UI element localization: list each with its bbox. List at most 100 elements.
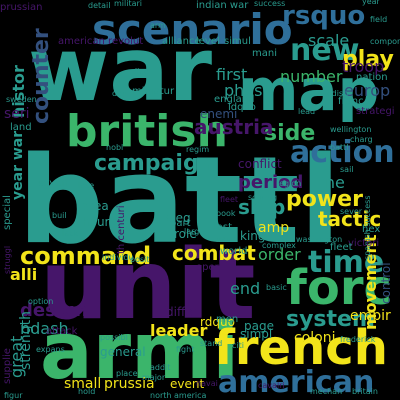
word-ndash: ndash xyxy=(20,319,69,338)
word-scenario: scenario xyxy=(92,5,293,54)
word-complex: complex xyxy=(262,241,296,250)
word-coloni: coloni xyxy=(294,330,335,346)
word-sieg: sieg xyxy=(166,211,191,225)
word-europ: europ xyxy=(344,81,390,100)
word-book: book xyxy=(216,209,236,218)
word-attack: attack xyxy=(46,326,78,337)
word-sweden: sweden xyxy=(6,95,37,104)
word-simul: simul xyxy=(224,36,251,47)
word-prussia: prussia xyxy=(104,376,155,392)
word-rdquo: rdquo xyxy=(200,315,235,329)
word-charg: charg xyxy=(350,135,373,144)
word-system: system xyxy=(286,307,375,332)
word-differ: differ xyxy=(166,305,198,319)
word-stand: stand xyxy=(200,339,222,348)
word-larg: larg xyxy=(184,227,199,236)
word-period: period xyxy=(238,172,303,193)
word-american: american xyxy=(218,365,374,400)
word-simpl: simpl xyxy=(240,327,272,341)
word-nation: nation xyxy=(356,72,388,83)
word-lack: lack xyxy=(62,229,79,238)
word-place: place xyxy=(116,369,138,378)
word-war: war xyxy=(28,18,213,121)
word-lose: lose xyxy=(78,181,94,190)
word-franc: franc xyxy=(338,96,364,107)
word-oper: oper xyxy=(196,262,220,273)
word-land: land xyxy=(10,122,32,133)
word-th-centuri: th centuri xyxy=(116,205,127,254)
word-scale: scale xyxy=(308,31,349,50)
word-struggl: struggl xyxy=(3,246,12,274)
word-unit: unit xyxy=(40,229,255,341)
word-map: map xyxy=(238,56,379,124)
word-design: design xyxy=(20,300,88,321)
word-seri: seri xyxy=(4,106,30,122)
word-lead: lead xyxy=(298,107,315,116)
word-great: great xyxy=(7,336,26,378)
word-compon: compon xyxy=(370,37,400,46)
word-england: england xyxy=(214,94,254,105)
word-buil: buil xyxy=(52,211,67,220)
word-washington: washington xyxy=(296,235,342,244)
word-posit: posit xyxy=(130,255,150,264)
word-north-america: north america xyxy=(150,391,207,400)
word-conflict: conflict xyxy=(238,157,282,171)
word-nobl: nobl xyxy=(106,143,123,152)
word-time: time xyxy=(308,245,384,280)
word-forc: forc xyxy=(286,260,392,316)
word-hand: hand xyxy=(216,235,236,244)
word-supplie: supplie xyxy=(2,348,13,384)
word-hex: hex xyxy=(362,224,380,235)
word-dice: dice xyxy=(132,67,149,76)
word-miniatur: miniatur xyxy=(132,86,175,97)
word-first: first xyxy=(216,65,247,84)
word-empir: empir xyxy=(350,308,391,324)
word-field: field xyxy=(370,15,387,24)
word-sever: sever xyxy=(340,207,363,216)
word-wellington: wellington xyxy=(330,125,371,134)
word-militari: militari xyxy=(114,0,142,8)
word-phase: phase xyxy=(224,81,272,100)
word-individu: indivídu xyxy=(102,253,134,262)
word-level: level xyxy=(196,36,220,47)
word-austria: austria xyxy=(194,115,273,139)
word-event: event xyxy=(170,377,204,391)
word-mechan: mechan xyxy=(310,387,342,396)
word-leader: leader xyxy=(150,321,207,340)
word-counter: counter xyxy=(29,28,54,124)
word-arm: arm xyxy=(150,21,166,30)
word-new: new xyxy=(290,33,359,68)
word-side: side xyxy=(264,121,315,146)
word-enemi: enemi xyxy=(200,107,237,121)
word-year-war: year war xyxy=(10,131,26,200)
word-navai: navai xyxy=(196,379,218,388)
word-frederick: frederick xyxy=(340,335,376,344)
word-part: part xyxy=(170,218,191,229)
word-amp: amp xyxy=(258,220,289,236)
word-special: special xyxy=(2,195,13,230)
word-command: command xyxy=(20,242,151,270)
word-last: last xyxy=(214,222,232,233)
word-end: end xyxy=(230,279,260,298)
word-battl-small: battl xyxy=(330,143,348,152)
word-campaign: campaign xyxy=(94,151,214,176)
word-addit: addit xyxy=(150,363,170,372)
word-success: success xyxy=(254,0,285,8)
word-prussian: prussian xyxy=(0,2,42,13)
word-hold: hold xyxy=(78,387,95,396)
word-armi: armi xyxy=(40,307,239,397)
word-indian-war: indian war xyxy=(196,0,249,11)
word-spanish-success: spanish success xyxy=(363,195,372,260)
word-ship: ship xyxy=(238,195,285,219)
word-action: action xyxy=(290,135,395,170)
word-expans: expans xyxy=(36,345,65,354)
word-alli: alli xyxy=(10,265,37,284)
word-mani: mani xyxy=(252,48,277,59)
word-control: control xyxy=(379,262,393,304)
word-histor: histor xyxy=(9,65,28,118)
word-combat: combat xyxy=(172,241,256,265)
word-order: order xyxy=(258,245,301,264)
word-tactic: tactic xyxy=(318,207,381,231)
word-possibl: possibl xyxy=(100,333,128,342)
